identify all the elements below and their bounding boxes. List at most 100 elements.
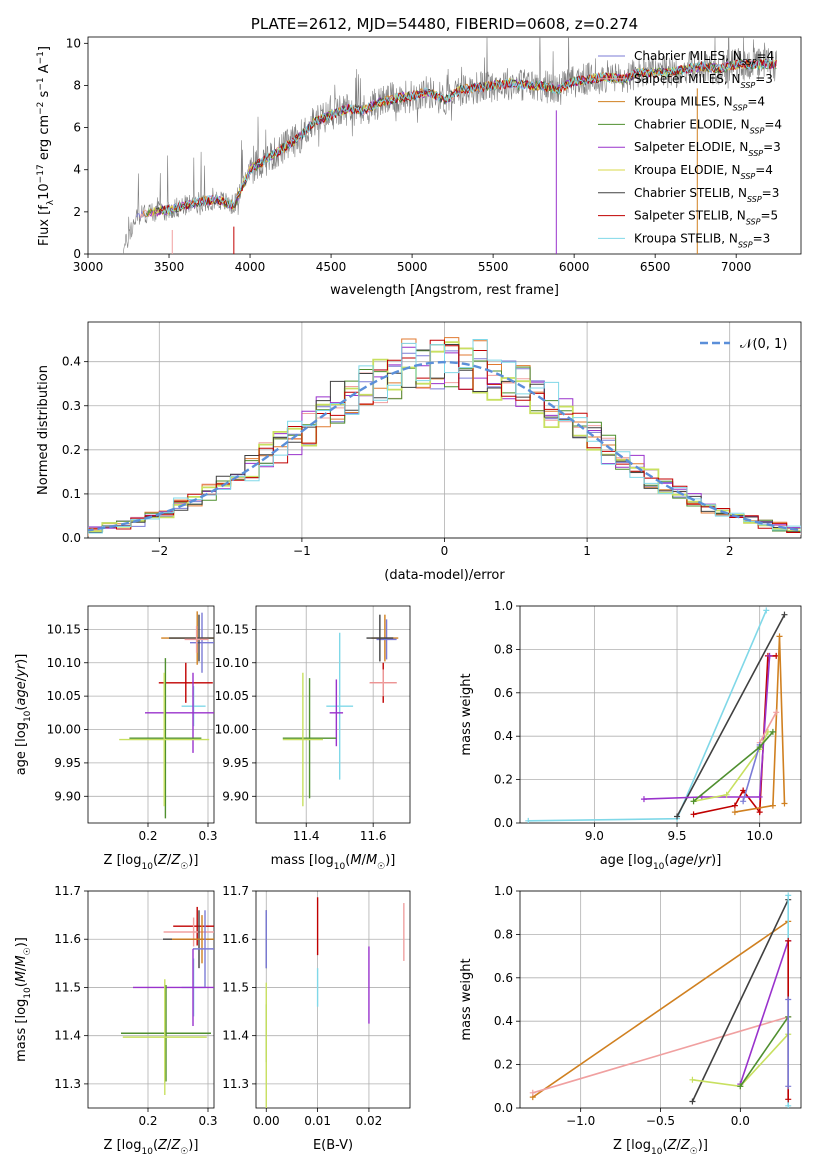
weight-marker (689, 1076, 696, 1083)
axes-frame (87, 36, 802, 255)
weight-marker (785, 1102, 792, 1108)
x-tick-label: −2 (150, 544, 168, 558)
weight-marker (781, 800, 788, 807)
weight-marker (766, 652, 773, 659)
legend-label-main: Chabrier ELODIE, N (634, 117, 750, 131)
legend-label-main: Salpeter ELODIE, N (634, 140, 748, 154)
x-tick-label: 9.5 (667, 829, 686, 843)
weight-marker (785, 892, 792, 899)
weight-line-5 (739, 1016, 789, 1087)
x-axis-label: (data-model)/error (384, 568, 505, 583)
axes-frame (519, 890, 802, 1109)
panel-4: 9.0 9.5 10.0 0.0 0.2 0.4 0.6 0.8 1.0 age [log10(a… (459, 599, 802, 872)
x-tick-label: −0.5 (646, 1114, 675, 1128)
legend-label-0: Chabrier MILES, NSSP=4 (634, 49, 774, 67)
x-tick-label: 0.3 (198, 829, 217, 843)
legend-label-count: =3 (755, 72, 773, 86)
y-tick-label: 10.15 (215, 622, 249, 636)
weight-line-3 (739, 940, 789, 1085)
y-tick-label: 10.10 (215, 656, 249, 670)
x-tick-label: 0.3 (198, 1114, 217, 1128)
legend-label-main: Kroupa MILES, N (634, 95, 733, 109)
y-tick-label: 1.0 (494, 599, 513, 613)
label-part: / (14, 966, 29, 971)
y-tick-label: 4 (73, 163, 81, 177)
legend-label-sub: SSP (742, 58, 757, 67)
weight-line-4 (643, 655, 771, 800)
label-part: / (676, 1138, 681, 1153)
model-spectrum-7 (159, 58, 777, 214)
axes-frame (87, 321, 802, 539)
y-tick-label: 11.7 (54, 884, 81, 898)
y-axis-label: mass weight (459, 958, 474, 1040)
x-tick-label: 10.0 (746, 829, 773, 843)
weight-marker (740, 787, 747, 794)
x-tick-label: 1 (583, 544, 591, 558)
weight-marker (785, 1083, 792, 1090)
residual-histogram-8 (88, 339, 801, 534)
plot-area (121, 906, 214, 1095)
y-tick-label: 0.8 (494, 642, 513, 656)
x-tick-label: 4000 (235, 260, 266, 274)
x-axis-label: age [log10(age/yr)] (600, 853, 722, 872)
legend-label-normal: 𝒩(0, 1) (740, 337, 787, 352)
label-part: age (14, 681, 29, 705)
y-tick-label: 10.05 (215, 689, 249, 703)
label-part: M (366, 853, 377, 868)
weight-line-2 (691, 899, 789, 1102)
y-tick-label: 11.3 (54, 1077, 81, 1091)
legend-label-3: Chabrier ELODIE, NSSP=4 (634, 117, 782, 135)
plot-area (88, 337, 801, 537)
panel-2: 0.2 0.3 9.90 9.95 10.00 10.05 10.10 10.15 Z [log… (14, 605, 218, 872)
x-tick-label: 2 (726, 544, 734, 558)
axes-frame (519, 605, 802, 824)
y-tick-label: 1.0 (494, 884, 513, 898)
label-part: )] (188, 853, 198, 868)
label-part: 10 (653, 862, 665, 872)
legend-label-sub: SSP (750, 126, 765, 135)
legend-label-8: Kroupa STELIB, NSSP=3 (634, 231, 770, 249)
weight-marker (689, 1098, 696, 1105)
panel-5: 0.2 0.311.311.411.511.611.7Z [log10(Z/Z☉)… (14, 884, 218, 1157)
panel-7: −1.0 −0.5 0.00.00.20.40.60.81.0Z [log10(Z/… (459, 884, 802, 1157)
axes-frame (87, 605, 215, 824)
plot-area (525, 607, 788, 823)
plot-area (122, 37, 777, 254)
legend-label-6: Chabrier STELIB, NSSP=3 (634, 186, 779, 204)
residual-histogram-7 (88, 339, 801, 533)
y-tick-label: 11.4 (222, 1029, 249, 1043)
legend-label-count: =4 (755, 163, 773, 177)
y-tick-label: 9.90 (54, 789, 81, 803)
label-part: age [log (600, 853, 653, 868)
legend-label-count: =5 (760, 209, 778, 223)
label-part: Z [log (104, 853, 142, 868)
x-tick-label: 4500 (316, 260, 347, 274)
weight-marker (785, 1096, 792, 1103)
y-tick-label: 10.00 (215, 723, 249, 737)
x-tick-label: 3500 (154, 260, 185, 274)
legend-label-sub: SSP (738, 240, 753, 249)
legend-label-sub: SSP (748, 149, 763, 158)
label-part: E(B-V) (313, 1138, 353, 1153)
label-part: )] (14, 937, 29, 947)
label-part: / (362, 853, 367, 868)
legend-label-count: =4 (747, 95, 765, 109)
y-tick-label: 0.4 (494, 1014, 513, 1028)
y-tick-label: 11.6 (54, 932, 81, 946)
y-axis-label: mass weight (459, 673, 474, 755)
legend-label-sub: SSP (746, 217, 761, 226)
label-part: ( (14, 706, 29, 711)
label-part: ( (153, 1138, 158, 1153)
label-part: )] (698, 1138, 708, 1153)
label-part: 10 (23, 987, 33, 999)
label-part: ] (37, 46, 52, 51)
label-part: mass weight (459, 673, 474, 755)
label-part: 10 (23, 710, 33, 722)
legend-label-2: Kroupa MILES, NSSP=4 (634, 95, 765, 113)
plot-area (265, 897, 405, 1108)
y-axis-label: mass [log10(M/M☉)] (14, 937, 33, 1062)
label-part: 10 (141, 862, 153, 872)
y-tick-label: 0.0 (494, 816, 513, 830)
x-tick-label: 0.2 (138, 1114, 157, 1128)
